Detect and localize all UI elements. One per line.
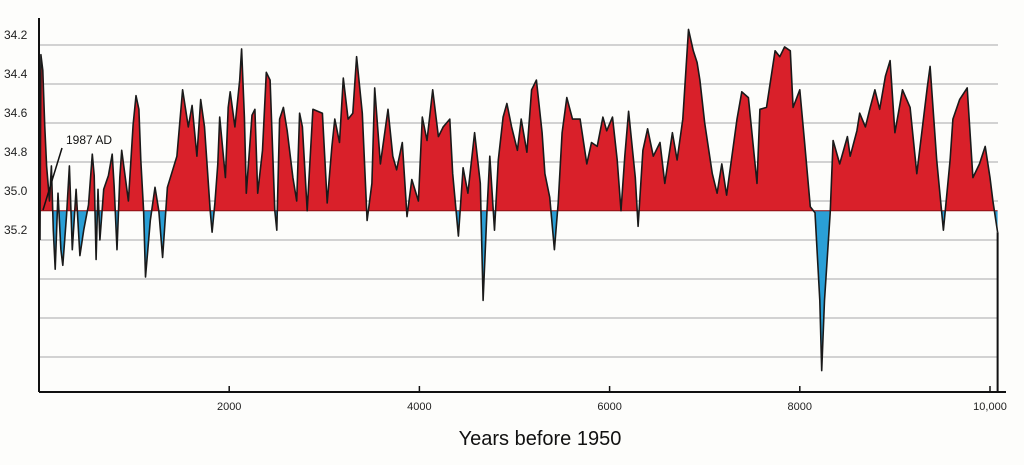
y-tick-label: 34.4 xyxy=(4,67,28,81)
x-axis-label: Years before 1950 xyxy=(459,428,622,450)
x-axis-ticks: 2000 4000 6000 8000 10,000 xyxy=(217,386,1007,413)
annotation-1987-ad: 1987 AD xyxy=(66,133,112,147)
x-tick-label: 4000 xyxy=(407,401,431,413)
annotation-pointer xyxy=(42,147,63,211)
x-tick-label: 6000 xyxy=(597,401,621,413)
area-above-baseline xyxy=(39,29,998,211)
x-tick-label: 2000 xyxy=(217,401,241,413)
y-tick-label: 34.2 xyxy=(4,28,28,42)
data-line xyxy=(39,28,999,372)
x-tick-label: 8000 xyxy=(788,401,812,413)
y-tick-label: 34.6 xyxy=(4,106,28,120)
y-tick-label: 35.2 xyxy=(4,223,28,237)
y-tick-label: 35.0 xyxy=(4,184,28,198)
y-tick-label: 34.8 xyxy=(4,145,28,159)
x-tick-label: 10,000 xyxy=(973,401,1007,413)
y-axis-ticks: 34.2 34.4 34.6 34.8 35.0 35.2 xyxy=(4,28,28,237)
